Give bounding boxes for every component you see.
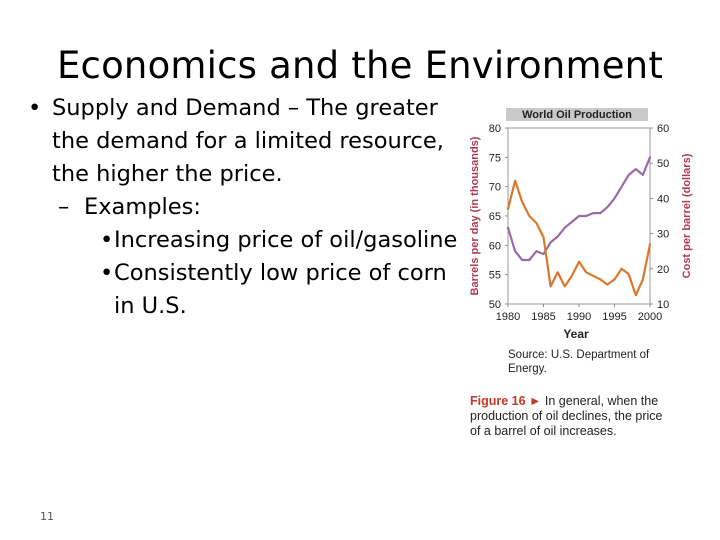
y-tick-label-left: 50 xyxy=(489,299,501,311)
y-axis-label-left: Barrels per day (in thousands) xyxy=(469,136,481,295)
example-oil: Increasing price of oil/gasoline xyxy=(28,224,468,257)
chart-source: Source: U.S. Department of Energy. xyxy=(508,349,650,375)
y-tick-label-right: 20 xyxy=(657,264,669,276)
x-tick-label: 1980 xyxy=(496,311,520,323)
examples-label: Examples: xyxy=(84,194,201,220)
x-tick-label: 1985 xyxy=(531,311,555,323)
y-tick-label-right: 40 xyxy=(657,193,669,205)
example-corn: Consistently low price of corn in U.S. xyxy=(28,257,468,323)
y-tick-label-left: 65 xyxy=(489,211,501,223)
series-line-production xyxy=(506,156,652,262)
bullet-list: Supply and Demand – The greater the dema… xyxy=(28,92,468,323)
slide-title: Economics and the Environment xyxy=(56,44,664,87)
dash-marker: – xyxy=(58,194,70,220)
figure-caption: Figure 16 ► In general, when the product… xyxy=(470,394,670,439)
y-tick-label-left: 60 xyxy=(489,240,501,252)
figure-caption-text: In general, when the production of oil d… xyxy=(470,394,663,438)
chart-title-band xyxy=(506,108,648,121)
x-axis-label: Year xyxy=(563,327,589,341)
y-tick-label-left: 80 xyxy=(489,123,501,135)
y-tick-label-left: 70 xyxy=(489,182,501,194)
y-tick-label-right: 30 xyxy=(657,229,669,241)
sub-bullet-examples: – Examples: xyxy=(28,191,468,224)
x-tick-label: 1995 xyxy=(602,311,626,323)
y-tick-label-right: 60 xyxy=(657,123,669,135)
series-line-cost xyxy=(506,179,652,297)
oil-production-chart: World Oil Production 80 75 70 65 60 55 50 60 50… xyxy=(469,108,693,341)
y-tick-label-left: 55 xyxy=(489,270,501,282)
slide-number: 11 xyxy=(40,510,54,523)
y-axis-label-right: Cost per barrel (dollars) xyxy=(681,153,693,278)
chart-title: World Oil Production xyxy=(522,109,632,121)
x-tick-label: 1990 xyxy=(567,311,591,323)
y-tick-label-right: 10 xyxy=(657,299,669,311)
figure-label: Figure 16 ► xyxy=(470,394,542,408)
x-tick-label: 2000 xyxy=(638,311,662,323)
y-tick-label-right: 50 xyxy=(657,158,669,170)
bullet-supply-demand: Supply and Demand – The greater the dema… xyxy=(28,92,468,191)
y-tick-label-left: 75 xyxy=(489,152,501,164)
